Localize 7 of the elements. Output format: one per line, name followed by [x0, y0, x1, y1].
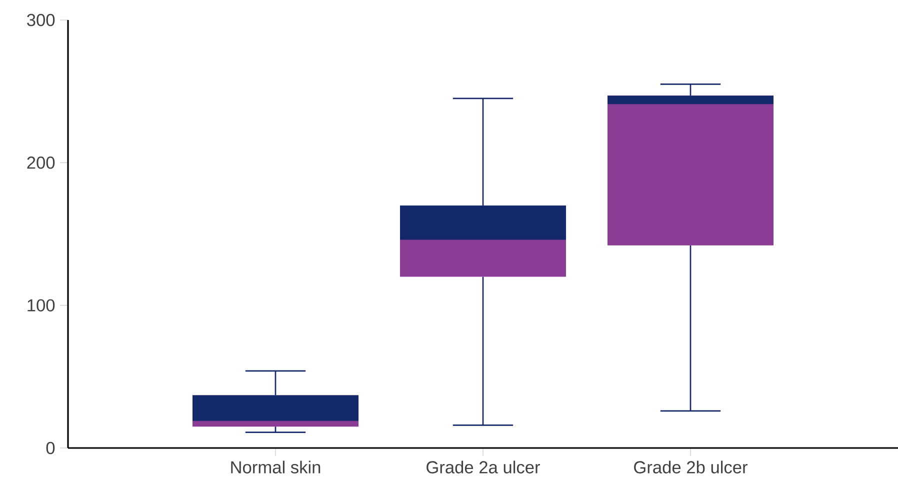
y-tick-label: 300	[27, 14, 55, 26]
x-tick-label: Grade 2b ulcer	[634, 460, 748, 474]
y-tick-label: 0	[46, 442, 55, 454]
x-tick-label: Normal skin	[231, 460, 320, 474]
x-tick-label: Grade 2a ulcer	[426, 460, 540, 474]
y-tick-label: 100	[28, 299, 55, 312]
y-tick-label: 200	[27, 156, 55, 169]
